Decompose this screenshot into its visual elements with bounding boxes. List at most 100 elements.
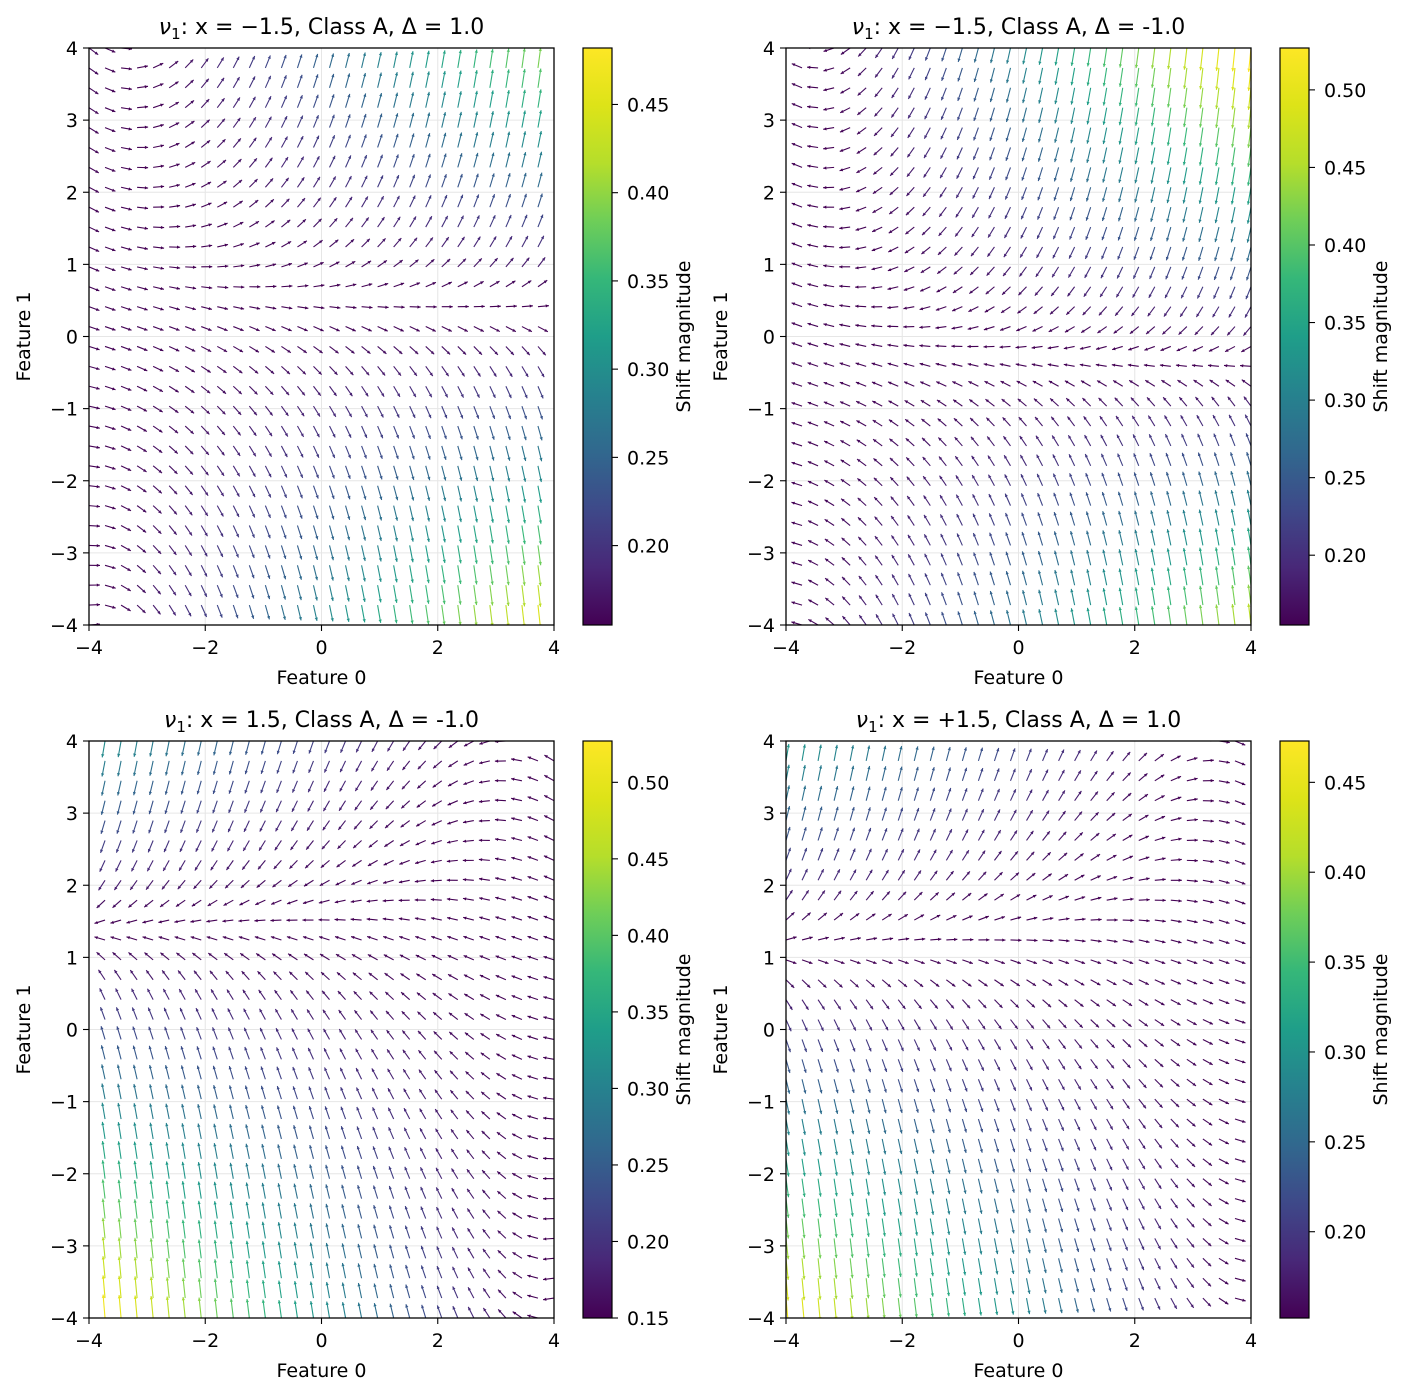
quiver-arrow [881, 869, 889, 881]
quiver-arrow [148, 800, 154, 815]
quiver-arrow [495, 916, 507, 921]
quiver-arrow [505, 346, 515, 356]
quiver-arrow [405, 1304, 411, 1318]
quiver-arrow [120, 166, 132, 171]
quiver-arrow [1245, 433, 1251, 447]
quiver-arrow [200, 405, 211, 415]
quiver-arrow [1090, 1059, 1099, 1070]
quiver-arrow [168, 604, 177, 616]
quiver-arrow [945, 892, 956, 901]
quiver-arrow [924, 592, 931, 606]
quiver-arrow [345, 326, 356, 332]
quiver-arrow [849, 1138, 855, 1155]
quiver-arrow [217, 624, 218, 625]
title-subscript: 1 [171, 25, 181, 43]
quiver-arrow [116, 800, 122, 815]
quiver-arrow [323, 1028, 330, 1040]
quiver-arrow [823, 185, 835, 190]
quiver-arrow [801, 764, 807, 781]
quiver-arrow [1106, 1118, 1114, 1130]
quiver-arrow [786, 226, 787, 228]
quiver-arrow [801, 1099, 807, 1115]
quiver-arrow [101, 1179, 106, 1199]
quiver-arrow [400, 800, 411, 809]
quiver-arrow [865, 827, 872, 841]
quiver-arrow [537, 386, 544, 399]
quiver-arrow [399, 935, 410, 941]
quiver-arrow [345, 465, 351, 480]
quiver-arrow [993, 1039, 1002, 1051]
quiver-arrow [1243, 396, 1251, 407]
quiver-arrow [197, 1162, 202, 1179]
quiver-arrow [537, 151, 543, 168]
quiver-arrow [361, 365, 370, 376]
quiver-arrow [451, 1168, 459, 1180]
quiver-arrow [1106, 833, 1117, 841]
quiver-arrow [473, 445, 479, 461]
quiver-arrow [954, 455, 963, 467]
quiver-arrow [329, 196, 337, 208]
quiver-arrow [1218, 899, 1230, 904]
quiver-arrow [232, 465, 241, 477]
quiver-arrow [393, 585, 398, 603]
x-tick-label: 2 [1129, 1330, 1141, 1352]
quiver-arrow [1122, 918, 1134, 922]
quiver-arrow [441, 445, 447, 461]
quiver-arrow [320, 859, 330, 869]
quiver-arrow [908, 612, 915, 625]
quiver-arrow [328, 505, 335, 520]
quiver-arrow [357, 1224, 363, 1239]
quiver-arrow [479, 935, 491, 941]
quiver-arrow [232, 179, 243, 188]
quiver-arrow [293, 1183, 298, 1199]
quiver-arrow [553, 386, 554, 388]
quiver-arrow [929, 787, 936, 801]
quiver-arrow [120, 206, 132, 211]
quiver-arrow [1058, 1158, 1064, 1172]
quiver-arrow [920, 266, 931, 274]
quiver-arrow [897, 786, 903, 801]
quiver-arrow [1026, 979, 1037, 987]
quiver-arrow [849, 786, 855, 801]
quiver-arrow [913, 787, 919, 801]
quiver-arrow [913, 828, 920, 841]
quiver-arrow [1019, 435, 1027, 447]
quiver-arrow [1099, 286, 1108, 298]
quiver-arrow [929, 999, 939, 1010]
quiver-arrow [489, 257, 499, 268]
quiver-arrow [169, 306, 180, 311]
quiver-arrow [957, 591, 963, 606]
quiver-arrow [1022, 67, 1028, 84]
quiver-arrow [856, 147, 867, 155]
quiver-arrow [1154, 1039, 1165, 1047]
quiver-arrow [801, 826, 807, 841]
quiver-arrow [1132, 266, 1140, 280]
quiver-arrow [786, 306, 787, 307]
quiver-arrow [1053, 187, 1060, 201]
quiver-arrow [497, 1309, 507, 1318]
quiver-arrow [261, 1280, 266, 1299]
quiver-arrow [457, 485, 463, 502]
quiver-arrow [377, 154, 383, 168]
quiver-arrow [1250, 1119, 1251, 1120]
quiver-arrow [1085, 472, 1092, 486]
quiver-arrow [164, 800, 170, 815]
quiver-arrow [865, 1278, 870, 1299]
quiver-arrow [913, 870, 922, 881]
quiver-arrow [1234, 859, 1246, 865]
x-tick-label: 4 [548, 1330, 560, 1352]
quiver-arrow [897, 913, 909, 921]
quiver-arrow [465, 1070, 475, 1080]
quiver-arrow [786, 911, 795, 921]
quiver-arrow [1002, 266, 1011, 277]
quiver-arrow [882, 937, 894, 941]
quiver-arrow [345, 425, 352, 438]
quiver-arrow [922, 206, 931, 217]
quiver-arrow [149, 1103, 154, 1120]
quiver-arrow [993, 1218, 999, 1234]
quiver-arrow [163, 1007, 170, 1020]
quiver-arrow [243, 1027, 250, 1040]
quiver-arrow [1086, 607, 1092, 625]
quiver-arrow [1244, 306, 1251, 318]
quiver-arrow [994, 959, 1006, 965]
